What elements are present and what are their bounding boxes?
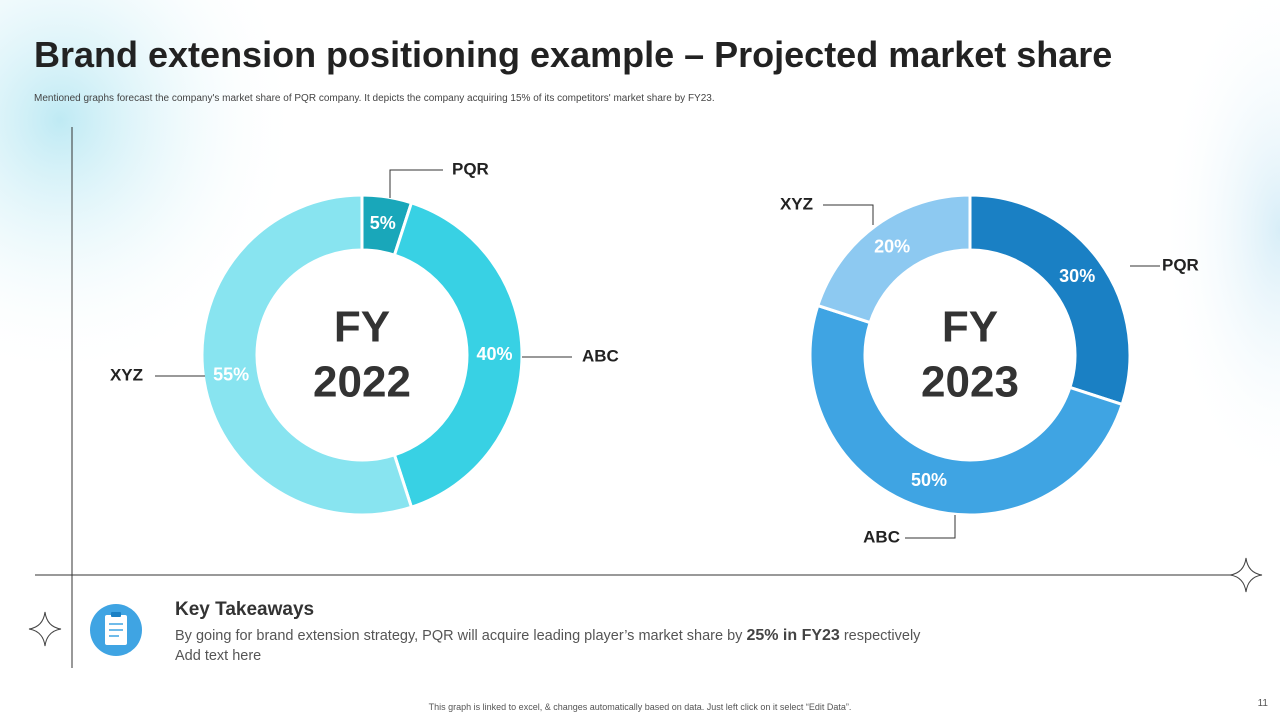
category-label: XYZ (780, 194, 813, 213)
text-bold: 25% (746, 627, 779, 644)
star-icon (28, 611, 62, 647)
center-label: 2022 (313, 358, 411, 407)
category-label: ABC (582, 346, 619, 365)
center-label: FY (334, 303, 390, 352)
clipboard-lines (109, 623, 123, 637)
center-label: FY (942, 303, 998, 352)
clipboard-clip (111, 612, 121, 617)
takeaways-extra: Add text here (175, 648, 262, 664)
center-label: 2023 (921, 358, 1019, 407)
category-label: PQR (1162, 255, 1199, 274)
glow (1160, 0, 1280, 490)
leader-line (389, 169, 443, 198)
value-label: 40% (476, 344, 512, 364)
category-label: XYZ (110, 365, 143, 384)
page-number: 11 (1257, 698, 1268, 709)
star-icon (1229, 557, 1263, 593)
value-label: 55% (213, 364, 249, 384)
donut-segment (968, 193, 1132, 407)
value-label: 50% (911, 470, 947, 490)
text: By going for brand extension strategy, P… (175, 628, 747, 644)
value-label: 20% (874, 237, 910, 257)
donut-segment (392, 200, 524, 510)
donut-segment (200, 193, 414, 517)
leader-line (905, 515, 956, 539)
title: Brand extension positioning example – Pr… (34, 34, 1113, 75)
value-label: 5% (370, 213, 396, 233)
takeaways-heading: Key Takeaways (175, 599, 315, 620)
text: respectively (839, 628, 921, 644)
subtitle: Mentioned graphs forecast the company's … (34, 93, 715, 104)
value-label: 30% (1059, 266, 1095, 286)
footer: This graph is linked to excel, & changes… (428, 702, 852, 712)
category-label: ABC (863, 527, 900, 546)
leader-line (823, 204, 874, 225)
text-bold: in FY23 (778, 627, 840, 644)
takeaways-text: By going for brand extension strategy, P… (175, 627, 920, 645)
donut-segment (808, 303, 1125, 517)
donut-segment (815, 193, 972, 325)
category-label: PQR (452, 159, 489, 178)
